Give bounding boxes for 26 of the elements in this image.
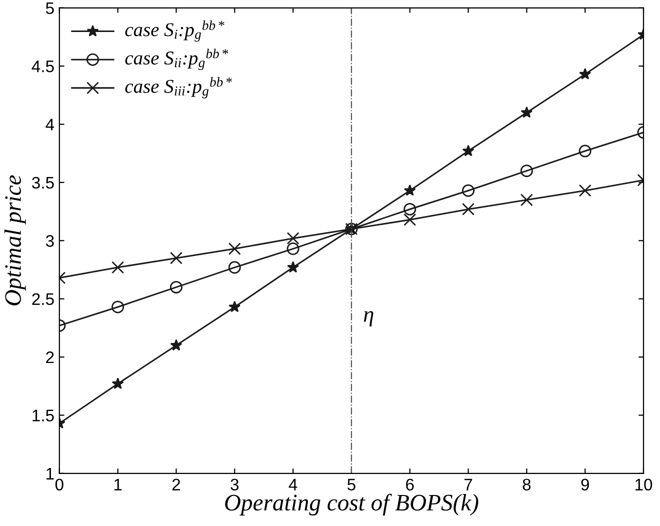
- legend-label: case S$_{iii}$:p$_{g}$$^{bb*}$: [125, 77, 232, 98]
- x-tick-label: 7: [464, 478, 472, 490]
- ref-line-label: η: [364, 311, 374, 326]
- x-tick-label: 4: [288, 478, 298, 490]
- x-tick-label: 0: [55, 478, 64, 491]
- legend-label: case S$_{ii}$:p$_{g}$$^{bb*}$: [125, 48, 228, 70]
- x-tick-label: 8: [522, 478, 531, 491]
- x-tick-label: 3: [230, 478, 239, 491]
- x-tick-label: 2: [172, 478, 180, 490]
- x-tick-label: 6: [406, 478, 414, 491]
- y-tick-label: 4.5: [32, 60, 54, 72]
- x-tick-label: 5: [347, 478, 356, 491]
- y-tick-label: 3.5: [32, 176, 54, 189]
- y-tick-label: 1.5: [32, 410, 54, 422]
- y-tick-label: 2.5: [32, 293, 54, 306]
- x-tick-label: 1: [114, 478, 122, 490]
- x-tick-label: 9: [581, 478, 589, 491]
- y-axis-title: Optimal price: [4, 175, 26, 306]
- legend-label: case S$_{i}$:p$_{g}$$^{bb*}$: [125, 20, 224, 42]
- y-tick-label: 3: [46, 235, 54, 247]
- y-tick-label: 2: [46, 351, 54, 364]
- y-tick-label: 5: [46, 2, 54, 14]
- y-tick-label: 4: [46, 118, 54, 130]
- x-axis-title: Operating cost of BOPS(k): [225, 494, 478, 516]
- x-tick-label: 10: [636, 478, 652, 491]
- y-tick-label: 1: [46, 468, 54, 480]
